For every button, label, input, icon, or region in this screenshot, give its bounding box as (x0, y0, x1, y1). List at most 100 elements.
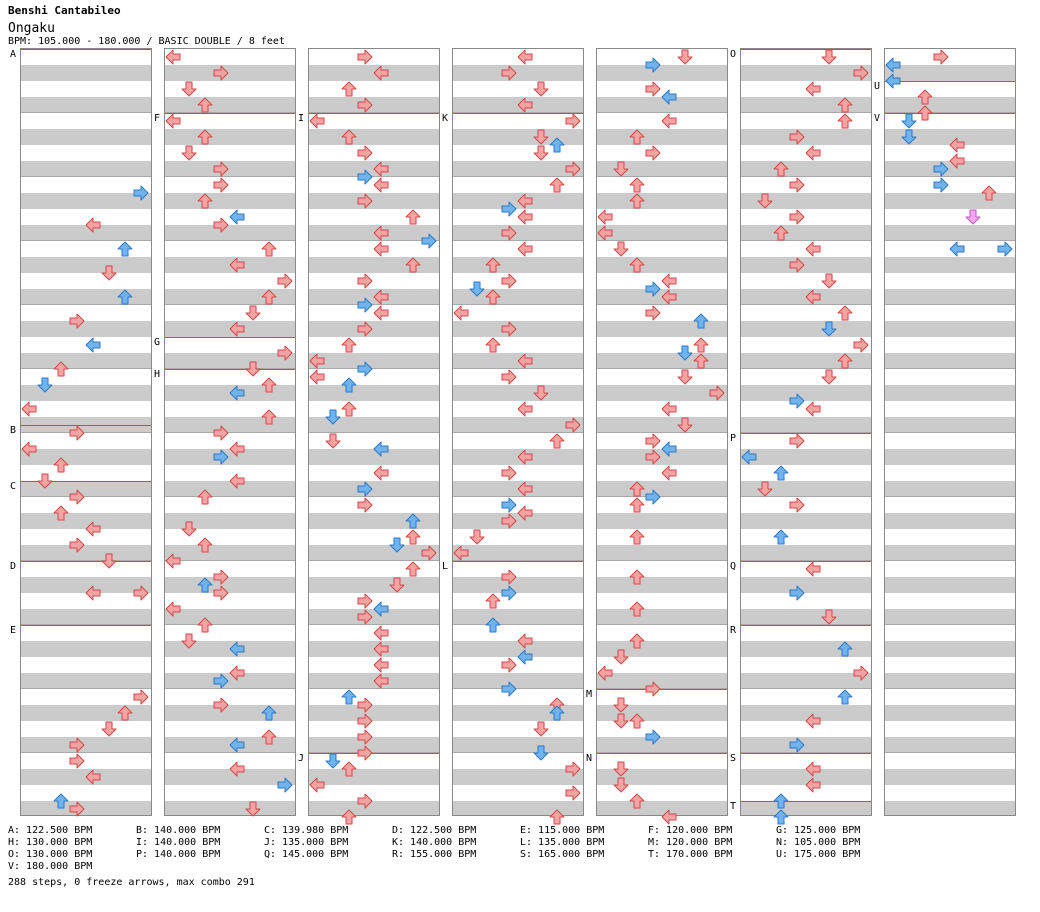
bpm-entry: L: 135.000 BPM (520, 837, 605, 848)
step-arrow-left-icon (805, 401, 821, 417)
chart-column-4 (452, 48, 584, 825)
step-arrow-right-icon (357, 609, 373, 625)
step-arrow-left-icon (373, 465, 389, 481)
measure-line (741, 432, 871, 433)
bpm-entry: U: 175.000 BPM (776, 849, 861, 860)
bpm-entry: J: 135.000 BPM (264, 837, 349, 848)
step-arrow-right-icon (357, 497, 373, 513)
chart-summary: 288 steps, 0 freeze arrows, max combo 29… (8, 877, 255, 888)
step-arrow-down-icon (613, 777, 629, 793)
measure-line (885, 240, 1015, 241)
section-line (741, 49, 871, 50)
step-arrow-right-icon (501, 569, 517, 585)
step-arrow-right-icon (933, 49, 949, 65)
step-arrow-down-icon (613, 241, 629, 257)
step-arrow-down-icon (245, 801, 261, 817)
step-arrow-left-icon (309, 113, 325, 129)
step-arrow-right-icon (501, 273, 517, 289)
step-arrow-right-icon (357, 793, 373, 809)
bpm-entry: B: 140.000 BPM (136, 825, 221, 836)
measure-line (885, 432, 1015, 433)
step-arrow-left-icon (661, 113, 677, 129)
step-arrow-left-icon (805, 561, 821, 577)
step-arrow-up-icon (629, 193, 645, 209)
section-line (741, 561, 871, 562)
step-arrow-right-icon (213, 177, 229, 193)
step-arrow-up-icon (261, 705, 277, 721)
step-arrow-right-icon (501, 657, 517, 673)
bpm-entry: O: 130.000 BPM (8, 849, 93, 860)
step-arrow-left-icon (517, 481, 533, 497)
step-arrow-down-icon (965, 209, 981, 225)
step-arrow-right-icon (501, 321, 517, 337)
step-arrow-right-icon (357, 273, 373, 289)
step-arrow-right-icon (645, 433, 661, 449)
step-arrow-down-icon (325, 409, 341, 425)
step-arrow-right-icon (501, 585, 517, 601)
step-arrow-up-icon (485, 289, 501, 305)
section-label: N (586, 753, 593, 764)
step-arrow-right-icon (69, 537, 85, 553)
step-arrow-down-icon (613, 761, 629, 777)
step-arrow-right-icon (645, 281, 661, 297)
step-arrow-right-icon (645, 145, 661, 161)
step-arrow-up-icon (485, 257, 501, 273)
step-arrow-left-icon (229, 737, 245, 753)
measure-line (597, 240, 727, 241)
step-arrow-right-icon (421, 233, 437, 249)
measure-line (597, 368, 727, 369)
step-arrow-left-icon (229, 665, 245, 681)
section-line (21, 481, 151, 482)
section-line (21, 561, 151, 562)
step-arrow-up-icon (405, 529, 421, 545)
step-arrow-down-icon (389, 577, 405, 593)
step-arrow-right-icon (645, 305, 661, 321)
measure-line (453, 304, 583, 305)
measure-line (453, 496, 583, 497)
step-arrow-up-icon (341, 337, 357, 353)
measure-line (885, 112, 1015, 113)
step-arrow-up-icon (261, 289, 277, 305)
bpm-entry: I: 140.000 BPM (136, 837, 221, 848)
step-arrow-up-icon (629, 177, 645, 193)
step-arrow-down-icon (677, 417, 693, 433)
measure-line (453, 432, 583, 433)
step-arrow-left-icon (517, 449, 533, 465)
step-arrow-up-icon (693, 353, 709, 369)
measure-line (309, 240, 439, 241)
step-arrow-left-icon (373, 65, 389, 81)
step-arrow-right-icon (709, 385, 725, 401)
step-arrow-up-icon (549, 809, 565, 825)
step-arrow-down-icon (821, 369, 837, 385)
step-arrow-right-icon (213, 425, 229, 441)
step-arrow-right-icon (69, 489, 85, 505)
measure-line (309, 624, 439, 625)
section-label: V (874, 113, 881, 124)
step-arrow-left-icon (229, 321, 245, 337)
step-arrow-up-icon (629, 601, 645, 617)
step-arrow-left-icon (517, 505, 533, 521)
measure-line (453, 560, 583, 561)
measure-line (741, 368, 871, 369)
step-arrow-right-icon (357, 193, 373, 209)
step-arrow-right-icon (789, 129, 805, 145)
step-arrow-left-icon (517, 97, 533, 113)
measure-line (309, 432, 439, 433)
section-label: L (442, 561, 449, 572)
step-arrow-up-icon (981, 185, 997, 201)
step-arrow-left-icon (805, 81, 821, 97)
step-arrow-down-icon (101, 721, 117, 737)
step-arrow-right-icon (357, 361, 373, 377)
step-arrow-down-icon (821, 609, 837, 625)
step-arrow-right-icon (501, 465, 517, 481)
step-arrow-left-icon (373, 625, 389, 641)
step-arrow-right-icon (213, 569, 229, 585)
step-arrow-right-icon (565, 161, 581, 177)
measure-line (453, 240, 583, 241)
section-line (741, 753, 871, 754)
section-label: Q (730, 561, 737, 572)
step-arrow-down-icon (821, 273, 837, 289)
step-arrow-up-icon (693, 337, 709, 353)
section-label: K (442, 113, 449, 124)
bpm-entry: K: 140.000 BPM (392, 837, 477, 848)
